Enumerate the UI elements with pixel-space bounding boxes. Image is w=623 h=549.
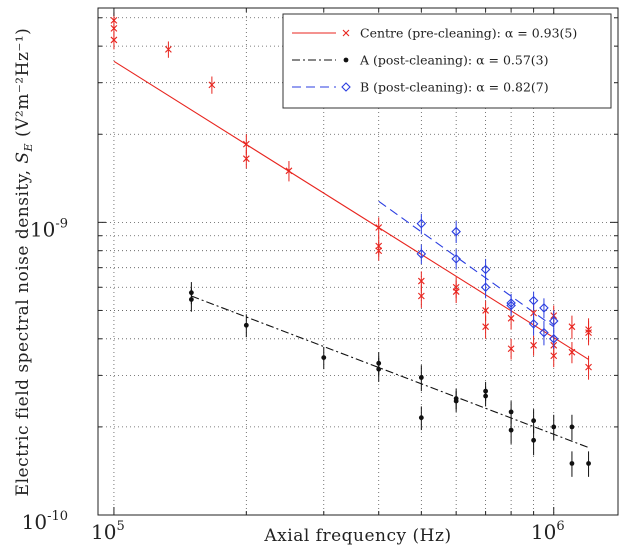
fit-line-1 (191, 295, 589, 449)
data-point (585, 363, 592, 371)
series-1-points (188, 282, 591, 477)
plot-frame (97, 7, 619, 516)
data-point (569, 461, 575, 466)
x-axis-label: Axial frequency (Hz) (263, 526, 451, 546)
data-point (480, 264, 491, 275)
fit-lines (113, 60, 589, 449)
data-point (416, 249, 427, 259)
y-axis-label-main: Electric field spectral noise density, (13, 164, 33, 497)
data-point (165, 45, 172, 53)
data-point (451, 226, 461, 237)
data-point (417, 292, 425, 300)
x-tick-label: 105 (91, 519, 125, 544)
legend-marker-1 (343, 57, 349, 63)
data-point (482, 323, 489, 331)
data-point (548, 316, 559, 326)
y-axis-label-subscript: E (22, 143, 35, 153)
data-point (507, 314, 515, 322)
fit-line-0 (113, 60, 589, 360)
legend: Centre (pre-cleaning): α = 0.93(5) A (pos… (282, 13, 612, 109)
y-axis-label-units: (V²m⁻²Hz⁻¹) (13, 28, 33, 143)
data-point (188, 297, 194, 302)
data-point (452, 288, 460, 295)
x-tick-label: 106 (531, 519, 565, 544)
data-point (550, 352, 558, 360)
data-point (243, 322, 249, 328)
data-point (568, 323, 576, 331)
data-point (416, 218, 427, 229)
data-point (482, 307, 489, 314)
data-point (530, 341, 537, 349)
data-point (285, 167, 293, 175)
data-point (375, 224, 383, 231)
data-point (453, 398, 459, 404)
data-point (548, 334, 559, 344)
data-point (483, 393, 489, 399)
data-point (531, 437, 537, 443)
data-point (242, 155, 250, 163)
legend-marker-0 (342, 29, 350, 37)
fit-line-2 (378, 200, 555, 328)
tick-labels: 105 106 10-10 10-9 (22, 216, 565, 544)
data-point (528, 319, 539, 329)
data-point (418, 415, 424, 421)
y-axis-label-symbol: S (13, 151, 33, 163)
legend-label-2: B (post-cleaning): α = 0.82(7) (360, 80, 549, 95)
data-point (531, 418, 537, 424)
data-point (585, 329, 592, 336)
data-point (506, 300, 516, 311)
data-point (375, 247, 383, 255)
data-point (528, 295, 539, 306)
data-point (568, 348, 576, 356)
data-point (418, 375, 424, 380)
data-point (508, 409, 514, 415)
legend-label-1: A (post-cleaning): α = 0.57(3) (359, 53, 548, 68)
data-point (569, 424, 575, 430)
data-point (451, 254, 461, 264)
data-point (376, 366, 382, 372)
series-2-points (416, 213, 559, 349)
legend-label-0: Centre (pre-cleaning): α = 0.93(5) (360, 26, 577, 41)
legend-box (282, 13, 612, 109)
data-point (508, 427, 514, 433)
y-axis-label: Electric field spectral noise density, S… (13, 28, 35, 497)
data-point (242, 140, 250, 148)
data-point (551, 424, 557, 430)
data-point (480, 282, 491, 293)
data-point (321, 355, 327, 361)
data-point (417, 277, 425, 285)
data-point (208, 81, 216, 89)
data-point (586, 461, 591, 466)
data-points (110, 12, 592, 477)
tick-marks (98, 8, 618, 516)
data-point (110, 36, 118, 44)
data-point (110, 24, 118, 32)
data-point (507, 345, 515, 353)
y-tick-label: 10-9 (30, 216, 68, 241)
data-point (539, 303, 549, 313)
data-point (539, 327, 549, 338)
y-tick-label: 10-10 (22, 509, 68, 534)
legend-marker-2 (341, 82, 351, 92)
